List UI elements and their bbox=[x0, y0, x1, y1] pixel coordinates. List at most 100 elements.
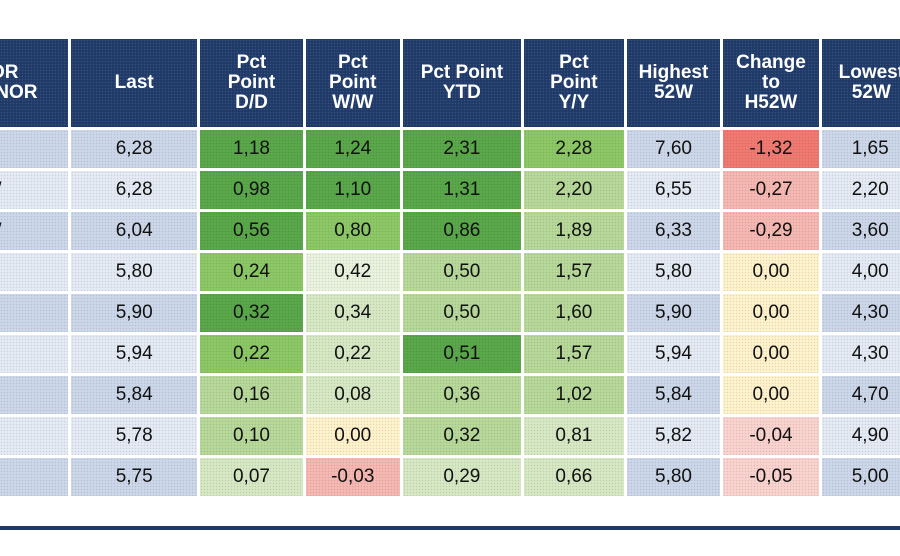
highest-52w-cell: 5,80 bbox=[626, 253, 721, 291]
header-line: Last bbox=[114, 72, 154, 93]
highest-52w-cell: 5,90 bbox=[626, 294, 721, 332]
header-line: YTD bbox=[442, 82, 481, 103]
table-body: ON6,281,181,242,312,287,60-1,321,651W6,2… bbox=[0, 130, 900, 496]
lowest-52w-cell: 4,30 bbox=[821, 294, 900, 332]
tenor-cell: 2W bbox=[0, 212, 69, 250]
pct-ytd-cell: 0,32 bbox=[402, 417, 521, 455]
pct-ytd-cell: 0,86 bbox=[402, 212, 521, 250]
header-pct-dd: Pct Point D/D bbox=[200, 39, 303, 127]
pct-dd-cell: 0,07 bbox=[200, 458, 303, 496]
pct-dd-cell: 0,32 bbox=[200, 294, 303, 332]
pct-yy-cell: 0,66 bbox=[524, 458, 624, 496]
change-h52w-cell: 0,00 bbox=[723, 253, 819, 291]
highest-52w-cell: 5,82 bbox=[626, 417, 721, 455]
pct-dd-cell: 0,22 bbox=[200, 335, 303, 373]
change-h52w-cell: 0,00 bbox=[723, 294, 819, 332]
header-line: 52W bbox=[851, 82, 891, 103]
tenor-cell: 1W bbox=[0, 171, 69, 209]
change-h52w-cell: -0,27 bbox=[723, 171, 819, 209]
pct-ww-cell: 0,08 bbox=[305, 376, 400, 414]
pct-dd-cell: 0,56 bbox=[200, 212, 303, 250]
header-line: Lowest bbox=[838, 62, 900, 83]
highest-52w-cell: 5,80 bbox=[626, 458, 721, 496]
pct-ww-cell: 0,00 bbox=[305, 417, 400, 455]
lowest-52w-cell: 4,70 bbox=[821, 376, 900, 414]
header-line: W/W bbox=[332, 92, 374, 113]
pct-ytd-cell: 0,36 bbox=[402, 376, 521, 414]
lowest-52w-cell: 3,60 bbox=[821, 212, 900, 250]
pct-ytd-cell: 0,51 bbox=[402, 335, 521, 373]
pct-ww-cell: 0,34 bbox=[305, 294, 400, 332]
header-line: Pct Point bbox=[420, 62, 504, 83]
pct-ww-cell: 1,10 bbox=[305, 171, 400, 209]
pct-ytd-cell: 0,29 bbox=[402, 458, 521, 496]
header-pct-ytd: Pct Point YTD bbox=[402, 39, 521, 127]
pct-dd-cell: 0,16 bbox=[200, 376, 303, 414]
pct-yy-cell: 2,20 bbox=[524, 171, 624, 209]
tenor-cell: 6M bbox=[0, 376, 69, 414]
pct-dd-cell: 0,24 bbox=[200, 253, 303, 291]
pct-yy-cell: 0,81 bbox=[524, 417, 624, 455]
last-cell: 6,28 bbox=[71, 130, 198, 168]
change-h52w-cell: -1,32 bbox=[723, 130, 819, 168]
pct-ytd-cell: 1,31 bbox=[402, 171, 521, 209]
header-line: Highest bbox=[638, 62, 709, 83]
header-pct-ww: Pct Point W/W bbox=[305, 39, 400, 127]
tenor-cell: 1Y bbox=[0, 458, 69, 496]
change-h52w-cell: -0,04 bbox=[723, 417, 819, 455]
header-pct-yy: Pct Point Y/Y bbox=[524, 39, 624, 127]
change-h52w-cell: 0,00 bbox=[723, 335, 819, 373]
header-line: Point bbox=[329, 72, 377, 93]
last-cell: 5,75 bbox=[71, 458, 198, 496]
pct-dd-cell: 0,10 bbox=[200, 417, 303, 455]
last-cell: 5,84 bbox=[71, 376, 198, 414]
change-h52w-cell: 0,00 bbox=[723, 376, 819, 414]
lowest-52w-cell: 4,30 bbox=[821, 335, 900, 373]
header-line: Change bbox=[736, 52, 806, 73]
header-line: Pct bbox=[236, 52, 267, 73]
table-row: 6M5,840,160,080,361,025,840,004,70 bbox=[0, 376, 900, 414]
header-highest-52w: Highest 52W bbox=[626, 39, 721, 127]
change-h52w-cell: -0,05 bbox=[723, 458, 819, 496]
header-lowest-52w: Lowest 52W bbox=[821, 39, 900, 127]
pct-yy-cell: 1,89 bbox=[524, 212, 624, 250]
table-row: 1Y5,750,07-0,030,290,665,80-0,055,00 bbox=[0, 458, 900, 496]
highest-52w-cell: 5,84 bbox=[626, 376, 721, 414]
table-row: 2W6,040,560,800,861,896,33-0,293,60 bbox=[0, 212, 900, 250]
header-line: Y/Y bbox=[558, 92, 590, 113]
table-next-header-strip bbox=[0, 526, 900, 530]
pct-yy-cell: 1,57 bbox=[524, 335, 624, 373]
table-row: 1W6,280,981,101,312,206,55-0,272,20 bbox=[0, 171, 900, 209]
pct-ytd-cell: 2,31 bbox=[402, 130, 521, 168]
pct-yy-cell: 2,28 bbox=[524, 130, 624, 168]
highest-52w-cell: 6,33 bbox=[626, 212, 721, 250]
pct-yy-cell: 1,60 bbox=[524, 294, 624, 332]
highest-52w-cell: 6,55 bbox=[626, 171, 721, 209]
lowest-52w-cell: 2,20 bbox=[821, 171, 900, 209]
header-line: D/D bbox=[235, 92, 268, 113]
header-line: Pct bbox=[337, 52, 368, 73]
tenor-cell: ON bbox=[0, 130, 69, 168]
tenor-cell: 2M bbox=[0, 294, 69, 332]
table-row: ON6,281,181,242,312,287,60-1,321,65 bbox=[0, 130, 900, 168]
header-line: H52W bbox=[744, 92, 798, 113]
header-last: Last bbox=[71, 39, 198, 127]
header-line: to bbox=[762, 72, 780, 93]
lowest-52w-cell: 4,90 bbox=[821, 417, 900, 455]
pct-ww-cell: 0,22 bbox=[305, 335, 400, 373]
lowest-52w-cell: 1,65 bbox=[821, 130, 900, 168]
header-line: Point bbox=[550, 72, 598, 93]
header-line: Point bbox=[227, 72, 276, 93]
last-cell: 5,90 bbox=[71, 294, 198, 332]
pct-yy-cell: 1,02 bbox=[524, 376, 624, 414]
pct-ytd-cell: 0,50 bbox=[402, 253, 521, 291]
pct-ww-cell: 0,42 bbox=[305, 253, 400, 291]
tenor-cell: 1M bbox=[0, 253, 69, 291]
last-cell: 6,04 bbox=[71, 212, 198, 250]
header-line: TENOR bbox=[0, 82, 38, 103]
pct-ww-cell: 0,80 bbox=[305, 212, 400, 250]
highest-52w-cell: 7,60 bbox=[626, 130, 721, 168]
header-tenor: IBORTENOR bbox=[0, 39, 69, 127]
